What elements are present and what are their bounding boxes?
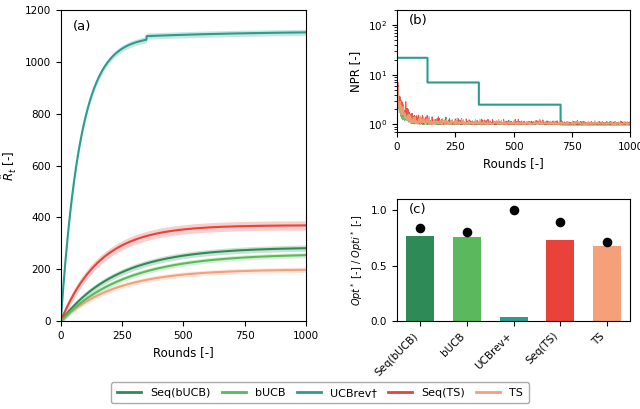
Point — [602, 239, 612, 246]
Bar — [453, 237, 481, 321]
X-axis label: Rounds [-]: Rounds [-] — [153, 346, 214, 360]
Text: (a): (a) — [73, 20, 92, 33]
Bar — [593, 246, 621, 321]
Point — [556, 219, 566, 226]
Y-axis label: $Opt^*$ [-] / $Opti^*$ [-]: $Opt^*$ [-] / $Opti^*$ [-] — [349, 214, 365, 306]
Point — [509, 207, 519, 213]
Point — [462, 229, 472, 236]
Y-axis label: $\hat{R}_t$ [-]: $\hat{R}_t$ [-] — [0, 151, 19, 181]
Text: (c): (c) — [408, 203, 426, 216]
Bar — [406, 236, 435, 321]
Text: (b): (b) — [408, 14, 428, 27]
X-axis label: Rounds [-]: Rounds [-] — [483, 157, 544, 171]
Legend: Seq(bUCB), bUCB, UCBrev†, Seq(TS), TS: Seq(bUCB), bUCB, UCBrev†, Seq(TS), TS — [111, 382, 529, 403]
Bar — [547, 240, 574, 321]
Point — [415, 225, 426, 231]
Y-axis label: NPR [-]: NPR [-] — [349, 51, 362, 92]
Bar — [500, 317, 527, 321]
